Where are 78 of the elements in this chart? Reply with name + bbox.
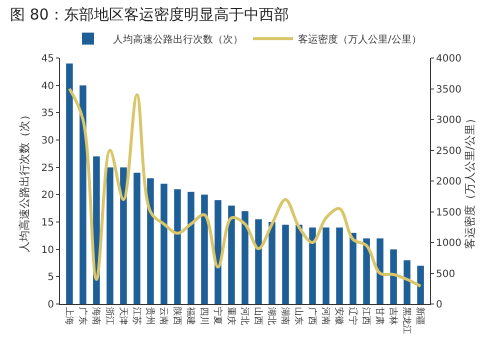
x-tick-label: 广西	[306, 306, 318, 325]
x-tick-label: 湖北	[266, 306, 278, 325]
bar	[417, 266, 424, 304]
legend-label: 人均高速公路出行次数（次）	[113, 33, 243, 46]
x-tick-label: 四川	[198, 306, 210, 325]
y2-tick-label: 0	[436, 300, 442, 310]
x-tick-label: 山西	[252, 306, 264, 325]
bar	[147, 178, 154, 304]
bar	[309, 227, 316, 304]
y2-axis-title: 客运密度（万人公里/公里）	[463, 113, 476, 249]
y-tick-label: 30	[41, 136, 54, 146]
x-tick-label: 江苏	[131, 306, 142, 325]
y2-tick-label: 2500	[436, 146, 462, 157]
y-axis-title: 人均高速公路出行次数（次）	[18, 110, 31, 252]
legend-label: 客运密度（万人公里/公里）	[298, 33, 422, 46]
y2-tick-label: 3500	[436, 84, 462, 96]
x-tick-label: 福建	[185, 306, 196, 325]
bar	[106, 167, 114, 304]
x-tick-label: 山东	[293, 306, 304, 325]
y2-tick-label: 1000	[436, 238, 462, 249]
x-tick-label: 海南	[90, 306, 102, 325]
x-tick-label: 陕西	[172, 306, 183, 325]
x-tick-label: 甘肃	[374, 306, 386, 325]
bar	[376, 238, 384, 304]
line-series	[68, 87, 422, 288]
y2-tick-label: 3000	[436, 115, 462, 126]
x-tick-label: 吉林	[388, 306, 399, 325]
bar	[322, 227, 330, 304]
x-tick-label: 重庆	[226, 306, 237, 325]
y-tick-label: 35	[41, 108, 54, 120]
bar	[336, 227, 343, 304]
bar	[390, 249, 397, 304]
y-tick-label: 20	[41, 190, 54, 202]
x-tick-label: 江西	[360, 306, 372, 325]
bar	[350, 232, 356, 304]
y-tick-label: 25	[41, 162, 54, 174]
bar	[134, 172, 140, 304]
x-tick-label: 安徽	[334, 306, 345, 325]
bar	[80, 85, 86, 304]
bar	[120, 167, 127, 304]
bar	[255, 219, 262, 304]
x-tick-label: 云南	[158, 306, 170, 325]
bar	[214, 200, 222, 304]
bar	[268, 222, 276, 304]
bar	[404, 260, 410, 304]
y-tick-label: 5	[48, 272, 54, 284]
x-tick-label: 辽宁	[347, 306, 358, 325]
x-tick-label: 贵州	[144, 306, 156, 325]
y-tick-label: 0	[48, 300, 54, 310]
y-tick-label: 10	[41, 244, 54, 256]
x-tick-label: 黑龙江	[401, 306, 412, 334]
x-tick-label: 新疆	[414, 306, 426, 325]
y-tick-label: 15	[41, 218, 54, 228]
y-tick-label: 45	[41, 54, 54, 64]
bar	[174, 189, 181, 304]
bar	[228, 206, 235, 304]
bar	[66, 63, 73, 304]
x-tick-label: 上海	[64, 306, 75, 325]
x-tick-label: 宁夏	[212, 306, 224, 325]
bar	[188, 192, 194, 304]
x-tick-label: 浙江	[104, 306, 116, 325]
x-tick-label: 广东	[77, 306, 88, 325]
bar	[242, 211, 248, 304]
y-tick-label: 40	[41, 80, 54, 92]
y2-tick-label: 1500	[436, 207, 462, 218]
y2-tick-label: 500	[436, 268, 456, 280]
x-tick-label: 河北	[239, 306, 250, 325]
bar	[296, 224, 302, 304]
x-tick-label: 天津	[118, 306, 129, 325]
bar	[160, 184, 168, 304]
x-tick-label: 河南	[320, 306, 332, 325]
y2-tick-label: 2000	[436, 176, 462, 188]
chart-title: 图 80：东部地区客运密度明显高于中西部	[10, 6, 289, 24]
y2-tick-label: 4000	[436, 54, 462, 64]
bar	[363, 238, 370, 304]
x-tick-label: 湖南	[280, 306, 291, 325]
bar	[201, 194, 208, 304]
bar	[282, 224, 289, 304]
